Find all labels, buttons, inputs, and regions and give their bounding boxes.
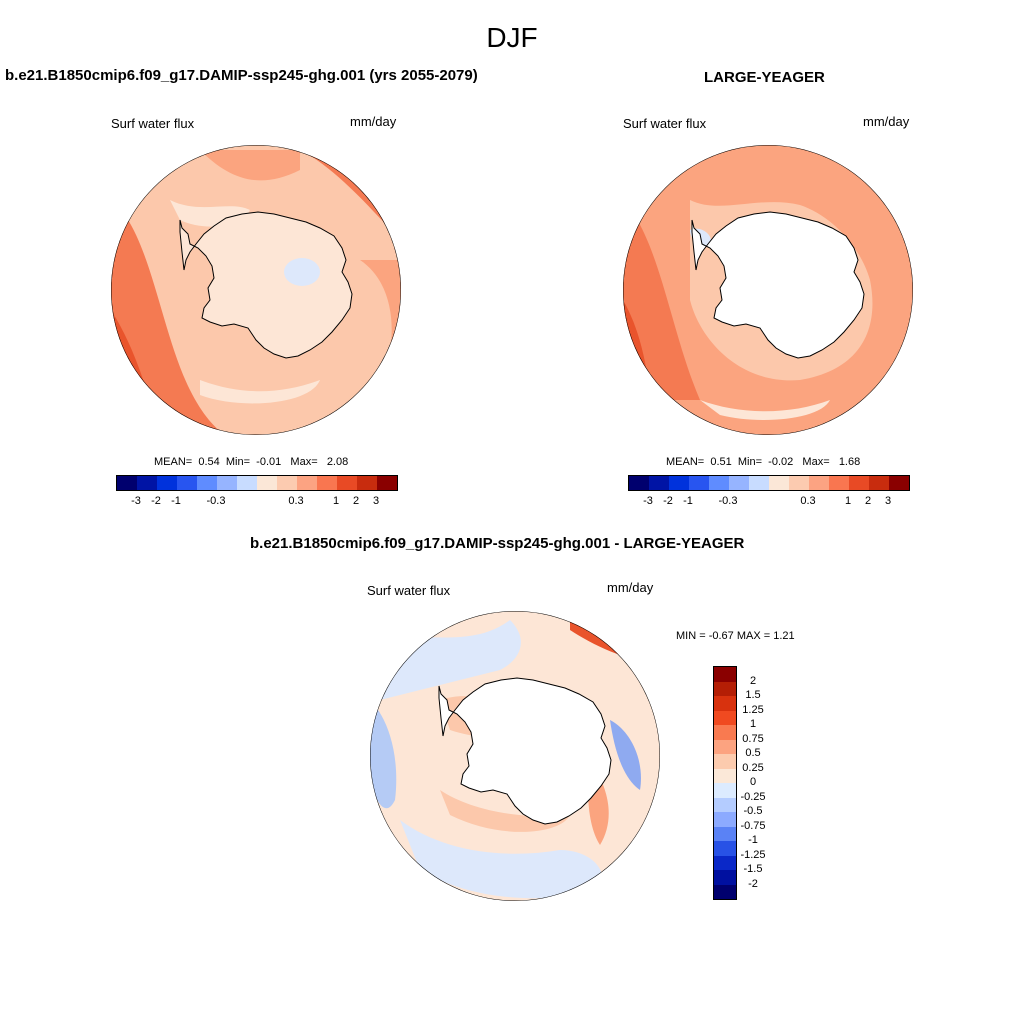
colorbar-tick-label: 0.75 bbox=[742, 732, 764, 745]
colorbar-swatch bbox=[714, 768, 736, 783]
colorbar-swatch bbox=[197, 476, 217, 490]
map-3 bbox=[370, 611, 660, 901]
colorbar-tick-label: -1 bbox=[748, 834, 758, 846]
colorbar-tick-label: 0.5 bbox=[745, 747, 761, 759]
colorbar-tick-label: 0.3 bbox=[288, 495, 304, 507]
colorbar-swatch bbox=[889, 476, 909, 490]
colorbar-swatch bbox=[357, 476, 377, 490]
colorbar-tick-label: -1.5 bbox=[743, 863, 763, 875]
colorbar-swatch bbox=[629, 476, 649, 490]
colorbar-tick-label: -0.3 bbox=[206, 495, 226, 507]
colorbar-swatch bbox=[297, 476, 317, 490]
colorbar-swatch bbox=[177, 476, 197, 490]
panel-3-title: b.e21.B1850cmip6.f09_g17.DAMIP-ssp245-gh… bbox=[250, 535, 745, 552]
panel-3-variable-label: Surf water flux bbox=[367, 583, 451, 598]
panel-2-variable-label: Surf water flux bbox=[623, 116, 707, 131]
colorbar-swatch bbox=[714, 884, 736, 899]
colorbar-swatch bbox=[277, 476, 297, 490]
colorbar-swatch bbox=[714, 797, 736, 812]
colorbar-swatch bbox=[714, 870, 736, 885]
panel-2-title: LARGE-YEAGER bbox=[704, 69, 825, 86]
map-2 bbox=[623, 145, 913, 435]
colorbar-tick-label: 3 bbox=[884, 495, 892, 507]
colorbar-swatch bbox=[714, 696, 736, 711]
colorbar-swatch bbox=[689, 476, 709, 490]
colorbar-swatch bbox=[217, 476, 237, 490]
colorbar-swatch bbox=[714, 783, 736, 798]
colorbar-swatch bbox=[714, 681, 736, 696]
colorbar-swatch bbox=[709, 476, 729, 490]
colorbar-swatch bbox=[117, 476, 137, 490]
colorbar-tick-label: -3 bbox=[131, 495, 141, 507]
colorbar-tick-label: 0 bbox=[749, 776, 757, 788]
panel-2-units: mm/day bbox=[863, 114, 910, 129]
colorbar-swatch bbox=[714, 725, 736, 740]
colorbar-swatch bbox=[237, 476, 257, 490]
colorbar-swatch bbox=[869, 476, 889, 490]
colorbar-swatch bbox=[377, 476, 397, 490]
panel-3-minmax: MIN = -0.67 MAX = 1.21 bbox=[676, 630, 795, 642]
colorbar-swatch bbox=[714, 739, 736, 754]
map-1 bbox=[111, 145, 401, 435]
colorbar-tick-label: 2 bbox=[749, 674, 757, 687]
colorbar-tick-label: -2 bbox=[663, 495, 673, 507]
colorbar-tick-label: 1.25 bbox=[742, 703, 764, 716]
colorbar-tick-label: 1 bbox=[749, 718, 757, 730]
colorbar-swatch bbox=[669, 476, 689, 490]
colorbar-swatch bbox=[714, 667, 736, 682]
panel-1-stats: MEAN= 0.54 Min= -0.01 Max= 2.08 bbox=[154, 456, 349, 468]
panel-2-colorbar bbox=[628, 475, 910, 491]
colorbar-tick-label: -0.25 bbox=[740, 790, 766, 803]
colorbar-tick-label: 0.3 bbox=[800, 495, 816, 507]
colorbar-swatch bbox=[769, 476, 789, 490]
colorbar-swatch bbox=[789, 476, 809, 490]
colorbar-tick-label: 0.25 bbox=[742, 761, 764, 774]
colorbar-tick-label: -0.5 bbox=[743, 805, 763, 817]
colorbar-swatch bbox=[649, 476, 669, 490]
colorbar-tick-label: -2 bbox=[151, 495, 161, 507]
colorbar-swatch bbox=[257, 476, 277, 490]
colorbar-tick-label: -1 bbox=[171, 495, 181, 507]
colorbar-swatch bbox=[714, 855, 736, 870]
colorbar-tick-label: 1 bbox=[332, 495, 340, 507]
colorbar-swatch bbox=[714, 841, 736, 856]
colorbar-tick-label: -3 bbox=[643, 495, 653, 507]
colorbar-swatch bbox=[714, 754, 736, 769]
colorbar-tick-label: 3 bbox=[372, 495, 380, 507]
panel-1-colorbar bbox=[116, 475, 398, 491]
colorbar-tick-label: -1.25 bbox=[740, 848, 766, 861]
colorbar-tick-label: -0.3 bbox=[718, 495, 738, 507]
colorbar-swatch bbox=[317, 476, 337, 490]
panel-1-title: b.e21.B1850cmip6.f09_g17.DAMIP-ssp245-gh… bbox=[5, 67, 478, 84]
colorbar-tick-label: 2 bbox=[352, 495, 360, 507]
panel-1-units: mm/day bbox=[350, 114, 397, 129]
colorbar-tick-label: -2 bbox=[748, 877, 758, 890]
colorbar-tick-label: 1 bbox=[844, 495, 852, 507]
panel-3-units: mm/day bbox=[607, 580, 654, 595]
colorbar-tick-label: 1.5 bbox=[745, 689, 761, 701]
colorbar-swatch bbox=[157, 476, 177, 490]
colorbar-tick-label: -1 bbox=[683, 495, 693, 507]
colorbar-swatch bbox=[749, 476, 769, 490]
colorbar-swatch bbox=[714, 710, 736, 725]
panel-1-variable-label: Surf water flux bbox=[111, 116, 195, 131]
colorbar-swatch bbox=[809, 476, 829, 490]
colorbar-swatch bbox=[337, 476, 357, 490]
colorbar-swatch bbox=[714, 826, 736, 841]
panel-3-colorbar bbox=[713, 666, 737, 900]
colorbar-tick-label: 2 bbox=[864, 495, 872, 507]
page-title: DJF bbox=[486, 22, 538, 53]
colorbar-swatch bbox=[714, 812, 736, 827]
colorbar-swatch bbox=[137, 476, 157, 490]
panel-2-stats: MEAN= 0.51 Min= -0.02 Max= 1.68 bbox=[666, 456, 861, 468]
colorbar-tick-label: -0.75 bbox=[740, 819, 766, 832]
colorbar-swatch bbox=[849, 476, 869, 490]
colorbar-swatch bbox=[829, 476, 849, 490]
colorbar-swatch bbox=[729, 476, 749, 490]
